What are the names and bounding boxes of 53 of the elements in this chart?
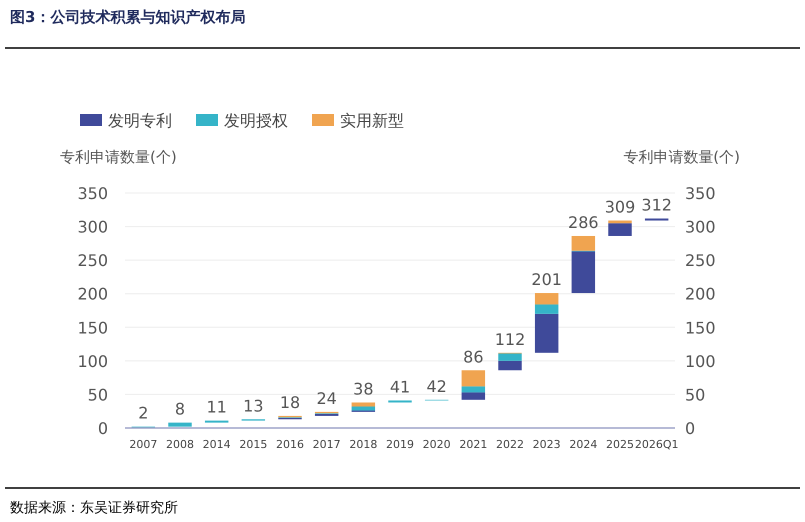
y2-tick-label: 50	[685, 385, 706, 404]
y2-tick-label: 300	[685, 218, 716, 237]
annotation: 11	[206, 398, 227, 417]
x-tick-label: 2008	[166, 438, 194, 451]
annotation: 18	[280, 392, 300, 412]
annotation: 286	[568, 212, 599, 232]
y2-tick-label: 150	[685, 318, 716, 338]
legend-label: 发明授权	[224, 111, 288, 130]
y-tick-label: 100	[77, 352, 108, 371]
legend-label: 发明专利	[108, 111, 172, 130]
y2-tick-label: 200	[685, 284, 716, 304]
annotation: 42	[426, 376, 447, 396]
annotation: 8	[174, 400, 186, 419]
y-tick-label: 250	[77, 251, 108, 270]
y-tick-label: 300	[77, 218, 108, 237]
annotation: 312	[641, 196, 672, 215]
x-tick-label: 2021	[459, 438, 488, 451]
annotation: 13	[243, 396, 264, 416]
annotation: 41	[390, 377, 410, 396]
x-tick-label: 2026Q1	[634, 438, 678, 451]
y2-axis-title: 专利申请数量(个)	[623, 148, 740, 166]
x-tick-label: 2022	[496, 438, 524, 451]
y2-tick-label: 0	[685, 419, 696, 438]
y-tick-label: 150	[77, 318, 108, 338]
legend-label: 实用新型	[340, 111, 404, 130]
annotation: 201	[531, 270, 562, 290]
y-tick-label: 200	[77, 284, 108, 304]
annotation: 309	[604, 198, 636, 217]
y2-tick-label: 250	[685, 251, 716, 270]
x-tick-label: 2016	[276, 438, 304, 451]
y2-tick-label: 350	[685, 184, 716, 203]
y-axis-title: 专利申请数量(个)	[60, 148, 177, 166]
y-tick-label: 0	[98, 419, 108, 438]
x-tick-label: 2014	[202, 438, 231, 451]
y-tick-label: 350	[77, 184, 108, 203]
x-tick-label: 2017	[312, 438, 341, 451]
y2-tick-label: 100	[685, 352, 716, 371]
annotation: 112	[494, 330, 526, 349]
x-tick-label: 2024	[569, 438, 598, 451]
annotation: 24	[316, 388, 337, 408]
chart-title: 图3：公司技术积累与知识产权布局	[10, 8, 246, 26]
source-note: 数据来源：东吴证券研究所	[10, 500, 178, 516]
annotation: 2	[138, 404, 148, 423]
x-tick-label: 2025	[606, 438, 634, 451]
x-tick-label: 2007	[129, 438, 158, 451]
x-tick-label: 2015	[239, 438, 268, 451]
y-tick-label: 50	[88, 385, 108, 404]
x-tick-label: 2019	[386, 438, 414, 451]
annotation: 86	[463, 347, 484, 366]
annotation: 38	[353, 379, 374, 398]
x-tick-label: 2020	[422, 438, 451, 451]
x-tick-label: 2018	[349, 438, 378, 451]
x-tick-label: 2023	[532, 438, 561, 451]
